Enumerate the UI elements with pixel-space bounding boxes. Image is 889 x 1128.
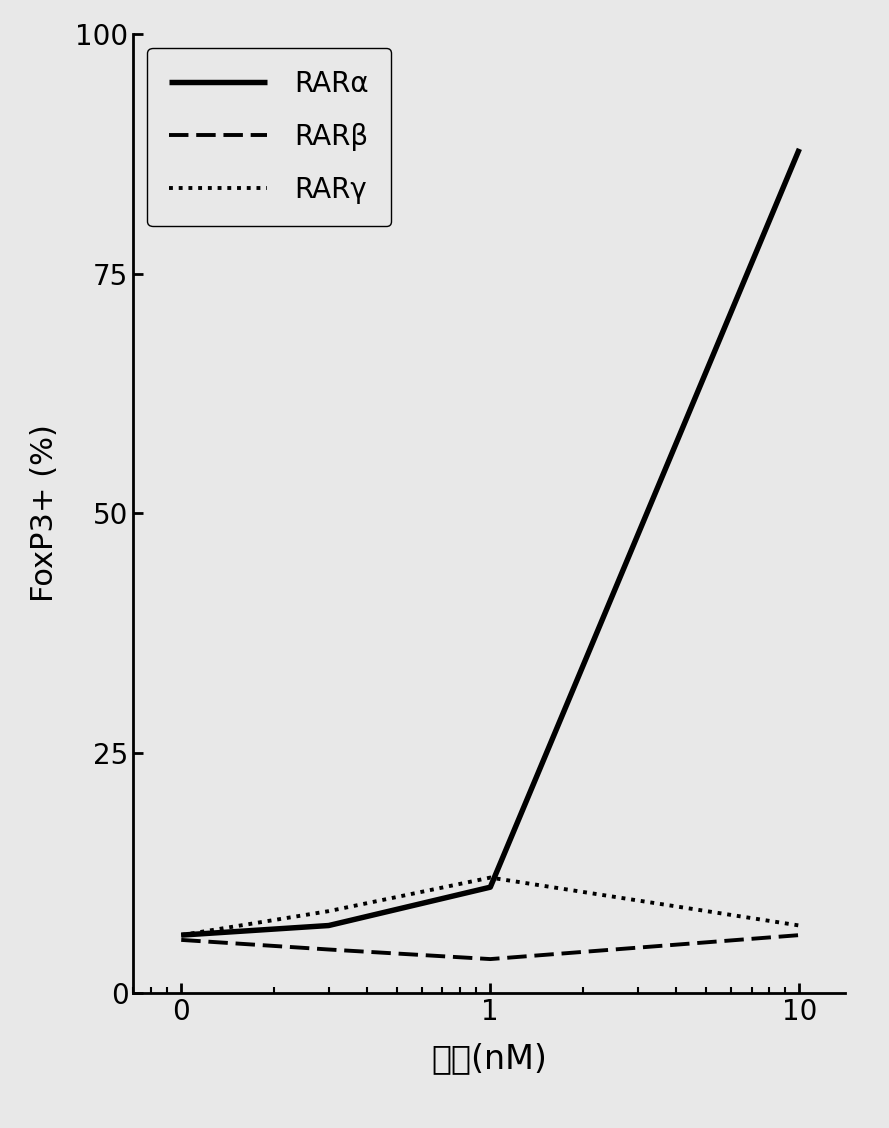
RARβ — [324, 943, 334, 957]
RARα — [324, 918, 334, 932]
RARβ — [794, 928, 805, 942]
X-axis label: 浓度(nM): 浓度(nM) — [431, 1042, 547, 1075]
RARγ — [324, 905, 334, 918]
RARα — [794, 142, 805, 156]
Y-axis label: FoxP3+ (%): FoxP3+ (%) — [29, 424, 59, 602]
RARα — [485, 880, 496, 893]
RARβ — [176, 933, 187, 946]
RARγ — [485, 871, 496, 884]
RARγ — [794, 918, 805, 932]
Line: RARβ: RARβ — [181, 935, 799, 959]
Legend: RARα, RARβ, RARγ: RARα, RARβ, RARγ — [148, 47, 391, 227]
RARα — [176, 928, 187, 942]
Line: RARγ: RARγ — [181, 878, 799, 935]
RARβ — [485, 952, 496, 966]
Line: RARα: RARα — [181, 149, 799, 935]
RARγ — [176, 928, 187, 942]
